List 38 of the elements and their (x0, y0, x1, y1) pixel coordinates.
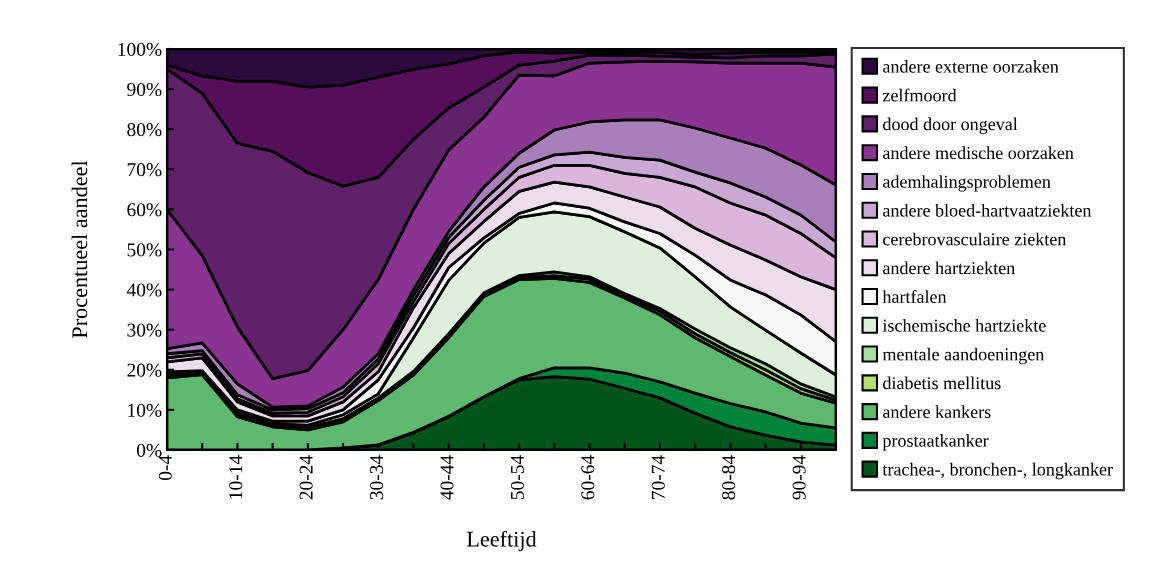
y-tick-label: 100% (118, 42, 162, 56)
y-tick-label: 90% (127, 82, 162, 97)
legend-label: prostaatkanker (882, 434, 989, 451)
legend-label: diabetis mellitus (883, 376, 1001, 390)
legend-label: trachea-, bronchen-, longkanker (882, 462, 1113, 480)
x-tick-label: 50-54 (510, 455, 524, 500)
x-axis-title: Leeftijd (466, 530, 537, 552)
legend-label: andere medische oorzaken (883, 146, 1074, 160)
x-tick-label: 60-64 (581, 455, 595, 500)
y-tick-label: 40% (126, 283, 162, 297)
legend-label: andere bloed-hartvaatziekten (883, 203, 1092, 217)
y-tick-label: 70% (127, 163, 162, 177)
x-tick-label: 20-24 (299, 455, 313, 500)
y-tick-label: 10% (128, 403, 162, 417)
x-tick-label: 80-84 (722, 455, 736, 500)
legend-label: andere kankers (883, 405, 991, 419)
y-tick-label: 0% (136, 443, 162, 457)
x-tick-label: 90-94 (792, 455, 806, 500)
y-tick-label: 50% (127, 243, 162, 257)
legend-label: dood door ongeval (883, 117, 1018, 134)
y-tick-label: 20% (127, 363, 162, 377)
x-tick-label: 10-14 (229, 455, 243, 499)
x-tick-label: 30-34 (370, 455, 384, 500)
legend-label: ischemische hartziekte (882, 318, 1046, 332)
legend-label: andere hartziekten (883, 261, 1015, 275)
y-tick-label: 80% (127, 123, 162, 137)
legend-label: zelfmoord (882, 88, 957, 102)
legend-label: cerebrovasculaire ziekten (883, 232, 1067, 246)
x-tick-label: 0-4 (158, 455, 172, 481)
y-tick-label: 30% (127, 323, 162, 337)
x-tick-label: 40-44 (440, 455, 454, 500)
legend-label: andere externe oorzaken (883, 60, 1059, 73)
legend-label: ademhalingsproblemen (883, 175, 1051, 192)
legend-label: mentale aandoeningen (882, 347, 1045, 365)
legend-label: hartfalen (882, 290, 947, 303)
x-tick-label: 70-74 (651, 455, 665, 499)
y-axis-title: Procentueel aandeel (71, 160, 88, 339)
y-tick-label: 60% (127, 203, 162, 217)
